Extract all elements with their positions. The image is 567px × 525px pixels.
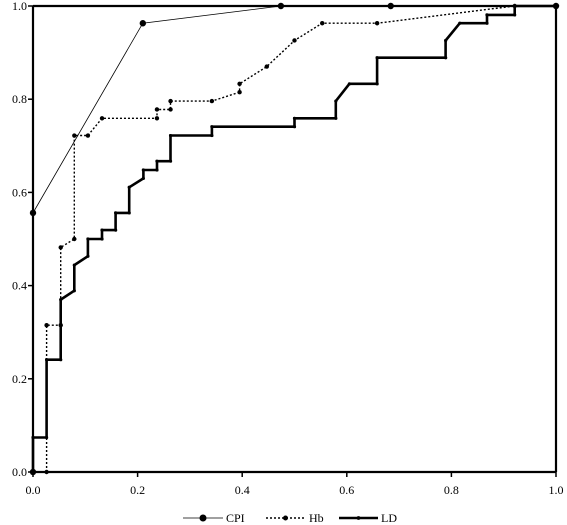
series-lines (29, 2, 560, 476)
y-tick-label: 0.8 (12, 92, 27, 106)
data-point-ld (334, 116, 338, 120)
data-point-ld (114, 211, 118, 215)
data-point-ld (210, 125, 214, 129)
data-point-hb (237, 90, 242, 95)
data-point-ld (554, 4, 558, 8)
data-point-hb (374, 21, 380, 26)
data-point-hb (72, 133, 77, 138)
data-point-hb (154, 107, 160, 112)
data-point-ld (347, 82, 352, 86)
data-point-ld (168, 159, 173, 163)
y-tick-label: 0.4 (12, 279, 27, 293)
x-tick-label: 1.0 (549, 483, 564, 497)
y-tick-label: 1.0 (12, 0, 27, 13)
legend-marker-ld (356, 516, 361, 520)
data-point-ld (292, 125, 297, 129)
data-point-ld (444, 38, 448, 43)
data-point-ld (485, 21, 489, 25)
data-point-ld (86, 254, 90, 258)
series-line-hb (45, 5, 556, 472)
data-point-hb (99, 116, 105, 121)
data-point-hb (85, 133, 91, 138)
data-point-ld (127, 185, 131, 189)
data-point-hb (72, 236, 77, 242)
data-point-hb (168, 107, 173, 112)
data-point-ld (375, 82, 379, 86)
legend-label-hb: Hb (309, 511, 324, 525)
data-point-ld (72, 289, 76, 293)
data-point-hb (44, 323, 49, 328)
x-tick-label: 0.6 (339, 483, 354, 497)
data-point-ld (155, 159, 159, 163)
legend-marker-hb (283, 515, 288, 521)
data-point-ld (485, 13, 489, 17)
data-point-ld (86, 237, 90, 241)
data-point-ld (44, 358, 49, 362)
data-point-cpi (387, 2, 394, 10)
y-tick-label: 0.0 (12, 465, 27, 479)
data-point-ld (141, 176, 145, 181)
data-point-ld (31, 435, 35, 440)
legend-label-ld: LD (381, 511, 397, 525)
data-point-ld (168, 133, 173, 138)
data-point-ld (100, 237, 104, 241)
data-point-ld (292, 116, 297, 120)
x-tick-label: 0.8 (444, 483, 459, 497)
x-tick-label: 0.2 (130, 483, 145, 497)
data-point-hb (154, 116, 160, 121)
data-point-hb (44, 469, 49, 475)
data-point-ld (513, 4, 517, 8)
data-point-ld (127, 211, 131, 215)
data-point-ld (334, 99, 338, 103)
data-point-ld (59, 297, 63, 302)
legend-label-cpi: CPI (226, 511, 245, 525)
x-tick-label: 0.0 (26, 483, 41, 497)
y-tick-label: 0.6 (12, 185, 27, 199)
axes (31, 4, 558, 474)
data-point-cpi (29, 209, 37, 217)
data-point-ld (31, 470, 35, 474)
data-point-ld (375, 56, 379, 60)
data-point-cpi (277, 2, 285, 10)
data-point-cpi (139, 20, 147, 27)
x-tick-label: 0.4 (235, 483, 250, 497)
data-point-ld (458, 21, 462, 25)
data-point-ld (59, 358, 63, 362)
series-line-ld (31, 4, 556, 472)
data-point-ld (114, 228, 118, 232)
data-point-hb (237, 81, 242, 87)
data-point-hb (168, 98, 173, 104)
data-point-ld (44, 435, 49, 440)
y-tick-label: 0.2 (12, 372, 27, 386)
data-point-ld (210, 133, 214, 138)
series-line-cpi (32, 5, 556, 472)
tick-marks: 0.0 0.2 0.4 0.6 0.8 1.0 0.0 0.2 0.4 0.6 0.8 1.0 (12, 0, 564, 497)
data-point-hb (292, 38, 297, 43)
data-point-ld (100, 228, 104, 232)
data-point-hb (320, 21, 325, 26)
data-point-ld (155, 168, 159, 172)
data-point-ld (72, 263, 76, 267)
legend: CPI Hb LD (183, 511, 397, 525)
data-point-ld (141, 168, 145, 172)
legend-marker-cpi (199, 514, 207, 522)
data-point-hb (58, 245, 63, 250)
data-point-ld (513, 13, 517, 17)
data-point-hb (209, 98, 215, 104)
data-point-hb (264, 64, 269, 69)
data-point-ld (444, 56, 448, 60)
